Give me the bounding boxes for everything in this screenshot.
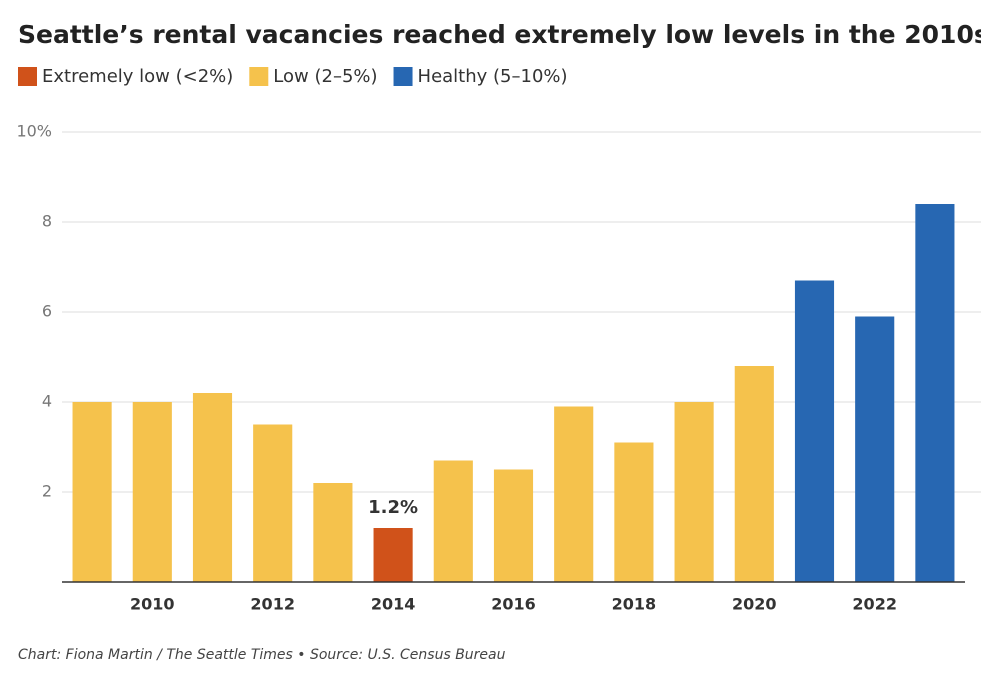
bar [433,460,473,582]
x-tick-label: 2010 [130,595,175,614]
bar [554,406,594,582]
bar [72,402,112,582]
bar [192,393,233,582]
x-tick-label: 2018 [612,595,657,614]
legend-swatch [249,67,269,86]
x-tick-label: 2012 [250,595,295,614]
bar [373,528,413,582]
y-tick-label: 4 [42,392,52,411]
legend-label: Extremely low (<2%) [42,66,233,87]
data-label: 1.2% [368,497,418,518]
bar [734,366,774,582]
y-tick-label: 10% [16,122,52,141]
x-tick-label: 2020 [732,595,777,614]
legend-label: Low (2–5%) [273,66,377,87]
x-tick-label: 2016 [491,595,536,614]
x-tick-label: 2014 [371,595,416,614]
bar [855,316,895,582]
y-tick-label: 8 [42,212,52,231]
legend-swatch [393,67,413,86]
bar [493,469,534,582]
x-tick-label: 2022 [852,595,897,614]
y-tick-label: 2 [42,482,52,501]
bar [313,483,353,582]
source-note: Chart: Fiona Martin / The Seattle Times … [18,647,506,663]
bar [132,402,172,582]
bar [915,204,955,582]
chart-title: Seattle’s rental vacancies reached extre… [18,20,981,49]
bar [253,424,293,582]
legend-label: Healthy (5–10%) [418,66,568,87]
bar [794,280,835,582]
y-tick-label: 6 [42,302,52,321]
legend-swatch [18,67,37,86]
bar [614,442,654,582]
bar [674,402,714,582]
